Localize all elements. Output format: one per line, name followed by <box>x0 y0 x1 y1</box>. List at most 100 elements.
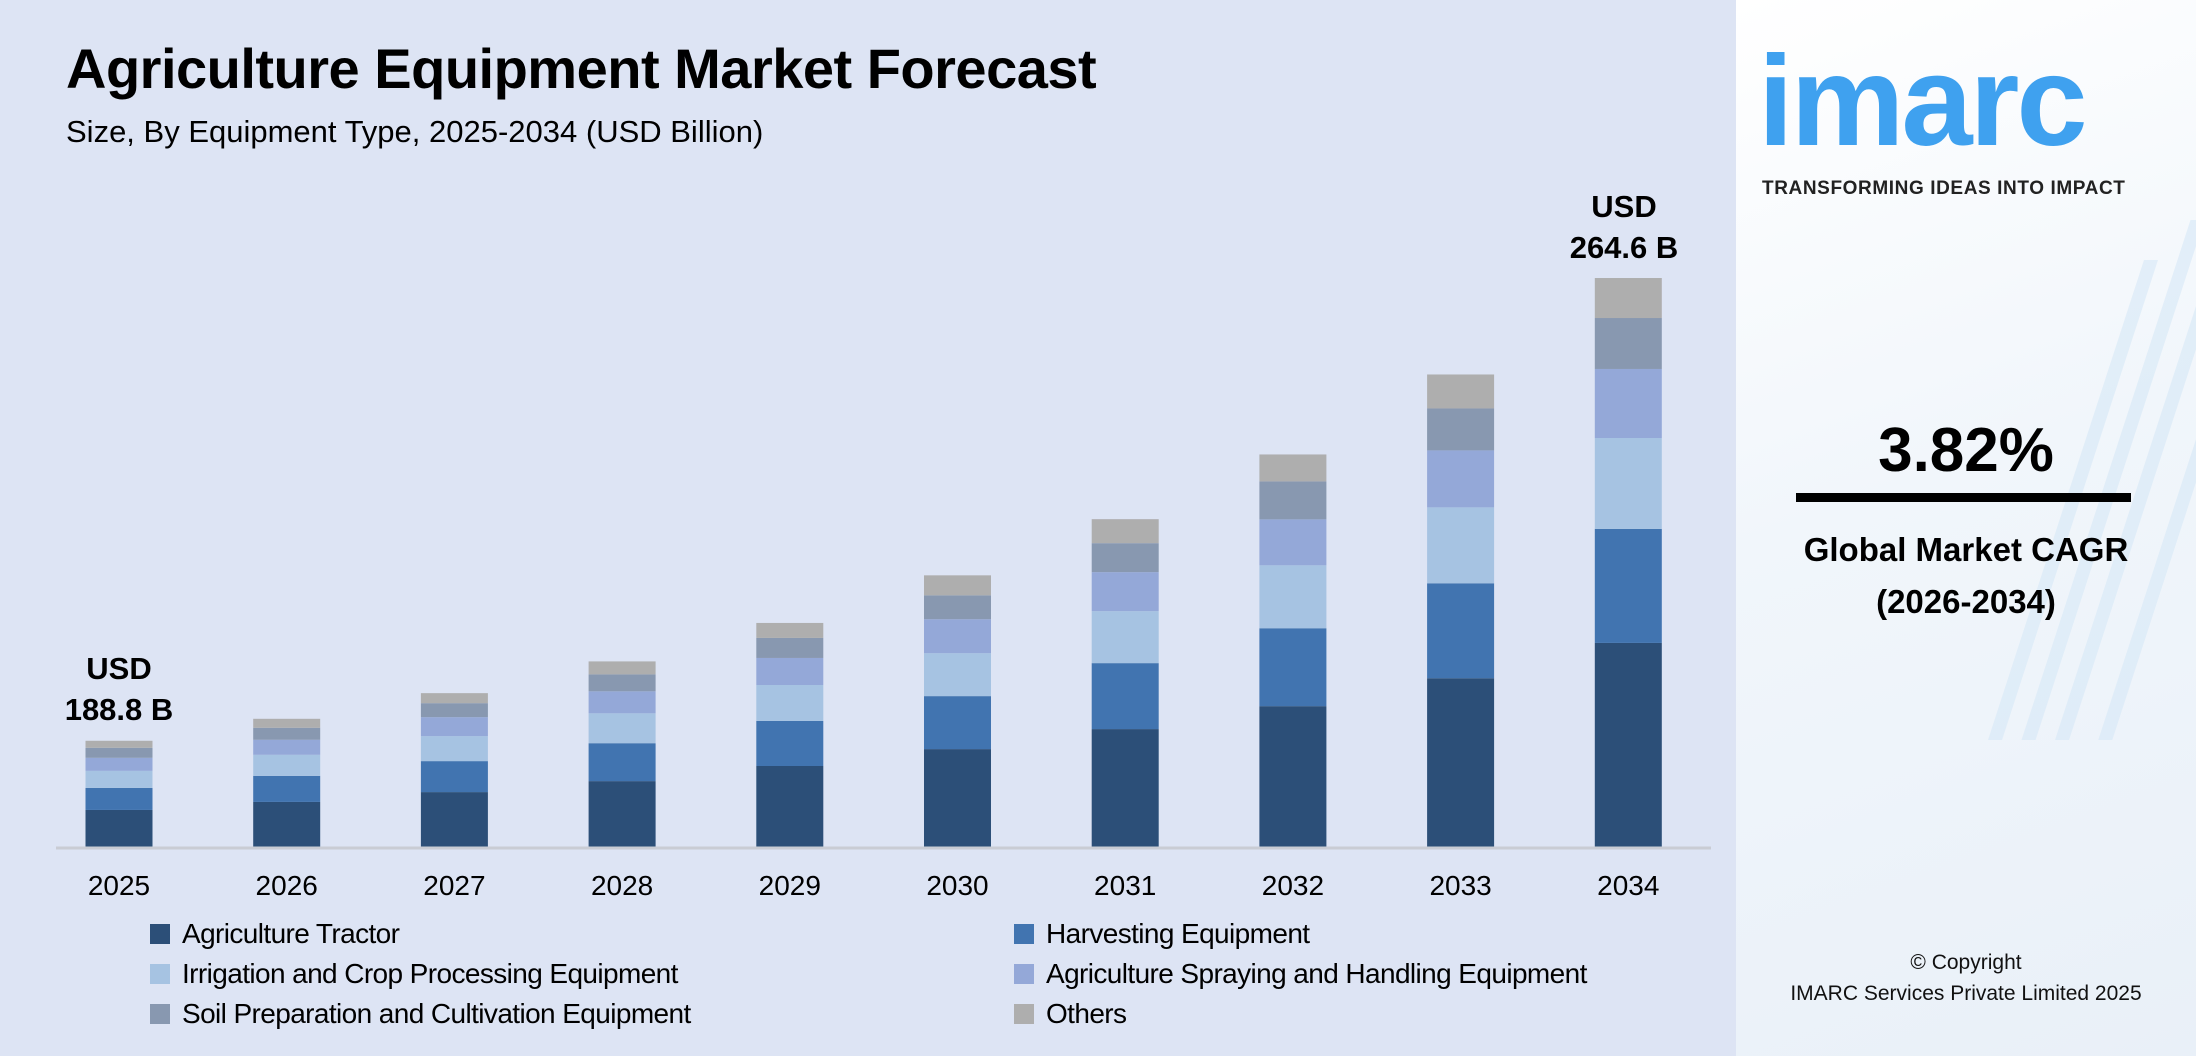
bar-segment-2031-5 <box>1091 519 1159 544</box>
bar-segment-2027-2 <box>420 736 488 762</box>
x-tick-label: 2025 <box>88 870 150 901</box>
chart-panel: Agriculture Equipment Market Forecast Si… <box>0 0 1736 1056</box>
bar-segment-2028-0 <box>588 781 656 847</box>
start-value-annotation: USD 188.8 B <box>19 648 219 730</box>
chart-subtitle: Size, By Equipment Type, 2025-2034 (USD … <box>66 114 764 149</box>
bar-segment-2033-4 <box>1427 408 1495 451</box>
bar-segment-2034-5 <box>1594 278 1662 319</box>
imarc-logo: imarc <box>1758 30 2088 173</box>
bar-segment-2028-1 <box>588 743 656 782</box>
legend-item: Agriculture Spraying and Handling Equipm… <box>1014 958 1587 990</box>
bar-segment-2029-2 <box>756 684 824 721</box>
chart-title: Agriculture Equipment Market Forecast <box>66 37 1097 100</box>
bar-segment-2031-0 <box>1091 729 1159 847</box>
bar-segment-2032-4 <box>1259 481 1327 520</box>
bar-segment-2025-2 <box>85 770 153 788</box>
legend-label: Agriculture Tractor <box>182 918 400 949</box>
copyright-label: © Copyright <box>1910 951 2022 974</box>
bar-segment-2025-3 <box>85 757 153 771</box>
legend-item: Harvesting Equipment <box>1014 918 1310 950</box>
legend-item: Others <box>1014 998 1127 1030</box>
legend-swatch <box>1014 964 1034 984</box>
bar-segment-2027-5 <box>420 693 488 704</box>
legend-item: Agriculture Tractor <box>150 918 400 950</box>
end-value-label: 264.6 B <box>1569 230 1679 265</box>
bar-segment-2027-4 <box>420 703 488 718</box>
x-tick-label: 2032 <box>1262 870 1324 901</box>
bar-segment-2029-0 <box>756 765 824 847</box>
cagr-value: 3.82% <box>1878 416 2054 485</box>
legend-swatch <box>1014 924 1034 944</box>
bar-segment-2025-4 <box>85 747 153 758</box>
bar-segment-2032-3 <box>1259 519 1327 566</box>
end-usd-label: USD <box>1591 189 1657 224</box>
bar-segment-2033-2 <box>1427 507 1495 584</box>
company-label: IMARC Services Private Limited 2025 <box>1790 982 2142 1005</box>
start-value-label: 188.8 B <box>64 692 174 727</box>
bar-segment-2025-0 <box>85 809 153 847</box>
stacked-bar-chart: 2025 2026 2027 2028 2029 2030 2031 2032 2033 2034 <box>56 278 1711 901</box>
legend-swatch <box>150 1004 170 1024</box>
bar-segment-2033-1 <box>1427 583 1495 679</box>
x-tick-label: 2028 <box>591 870 653 901</box>
bar-segment-2026-3 <box>253 739 321 755</box>
bar-segment-2032-5 <box>1259 454 1327 482</box>
legend-swatch <box>150 924 170 944</box>
brand-panel: imarc TRANSFORMING IDEAS INTO IMPACT 3.8… <box>1736 0 2196 1056</box>
bar-segment-2029-4 <box>756 637 824 658</box>
bar-segment-2026-1 <box>253 775 321 802</box>
bar-segment-2027-3 <box>420 717 488 737</box>
bar-segment-2033-5 <box>1427 374 1495 409</box>
bar-segment-2033-0 <box>1427 678 1495 847</box>
bar-segment-2034-3 <box>1594 368 1662 439</box>
x-tick-label: 2034 <box>1597 870 1659 901</box>
cagr-label: Global Market CAGR <box>1803 531 2129 568</box>
bar-segment-2029-5 <box>756 622 824 638</box>
bar-segment-2029-1 <box>756 720 824 766</box>
bar-segment-2034-1 <box>1594 528 1662 643</box>
bar-segment-2031-2 <box>1091 611 1159 664</box>
bar-segment-2031-1 <box>1091 663 1159 730</box>
bar-segment-2025-1 <box>85 787 153 810</box>
legend-swatch <box>1014 1004 1034 1024</box>
bar-segment-2026-4 <box>253 727 321 740</box>
bar-segment-2034-4 <box>1594 318 1662 369</box>
bar-segment-2034-2 <box>1594 438 1662 529</box>
x-tick-label: 2033 <box>1429 870 1491 901</box>
bar-segment-2028-5 <box>588 661 656 675</box>
bar-segment-2026-2 <box>253 754 321 776</box>
legend-label: Soil Preparation and Cultivation Equipme… <box>182 998 691 1029</box>
legend-label: Harvesting Equipment <box>1046 918 1310 949</box>
bar-segment-2030-3 <box>924 619 991 654</box>
bar-segment-2029-3 <box>756 657 824 685</box>
x-tick-label: 2030 <box>926 870 988 901</box>
legend-item: Irrigation and Crop Processing Equipment <box>150 958 678 990</box>
bar-segment-2030-1 <box>924 696 991 750</box>
bar-segment-2032-1 <box>1259 628 1327 707</box>
bar-segment-2027-1 <box>420 761 488 793</box>
legend-label: Agriculture Spraying and Handling Equipm… <box>1046 958 1587 989</box>
bar-segment-2030-5 <box>924 575 991 596</box>
x-tick-label: 2031 <box>1094 870 1156 901</box>
bar-segment-2026-5 <box>253 718 321 728</box>
bar-segment-2032-0 <box>1259 706 1327 847</box>
bar-segment-2028-4 <box>588 674 656 692</box>
cagr-period: (2026-2034) <box>1876 583 2056 620</box>
bar-segment-2030-2 <box>924 653 991 697</box>
x-tick-label: 2026 <box>256 870 318 901</box>
bar-segment-2026-0 <box>253 801 321 847</box>
logo-tagline: TRANSFORMING IDEAS INTO IMPACT <box>1762 178 2126 199</box>
bar-segment-2027-0 <box>420 792 488 847</box>
x-tick-label: 2029 <box>759 870 821 901</box>
legend-label: Others <box>1046 998 1127 1029</box>
end-value-annotation: USD 264.6 B <box>1524 186 1724 268</box>
legend-item: Soil Preparation and Cultivation Equipme… <box>150 998 691 1030</box>
bar-segment-2030-0 <box>924 749 991 847</box>
bar-segment-2031-4 <box>1091 543 1159 573</box>
x-tick-label: 2027 <box>423 870 485 901</box>
bar-segment-2030-4 <box>924 595 991 620</box>
bar-segment-2033-3 <box>1427 450 1495 508</box>
legend-swatch <box>150 964 170 984</box>
legend-label: Irrigation and Crop Processing Equipment <box>182 958 678 989</box>
bar-segment-2032-2 <box>1259 565 1327 629</box>
